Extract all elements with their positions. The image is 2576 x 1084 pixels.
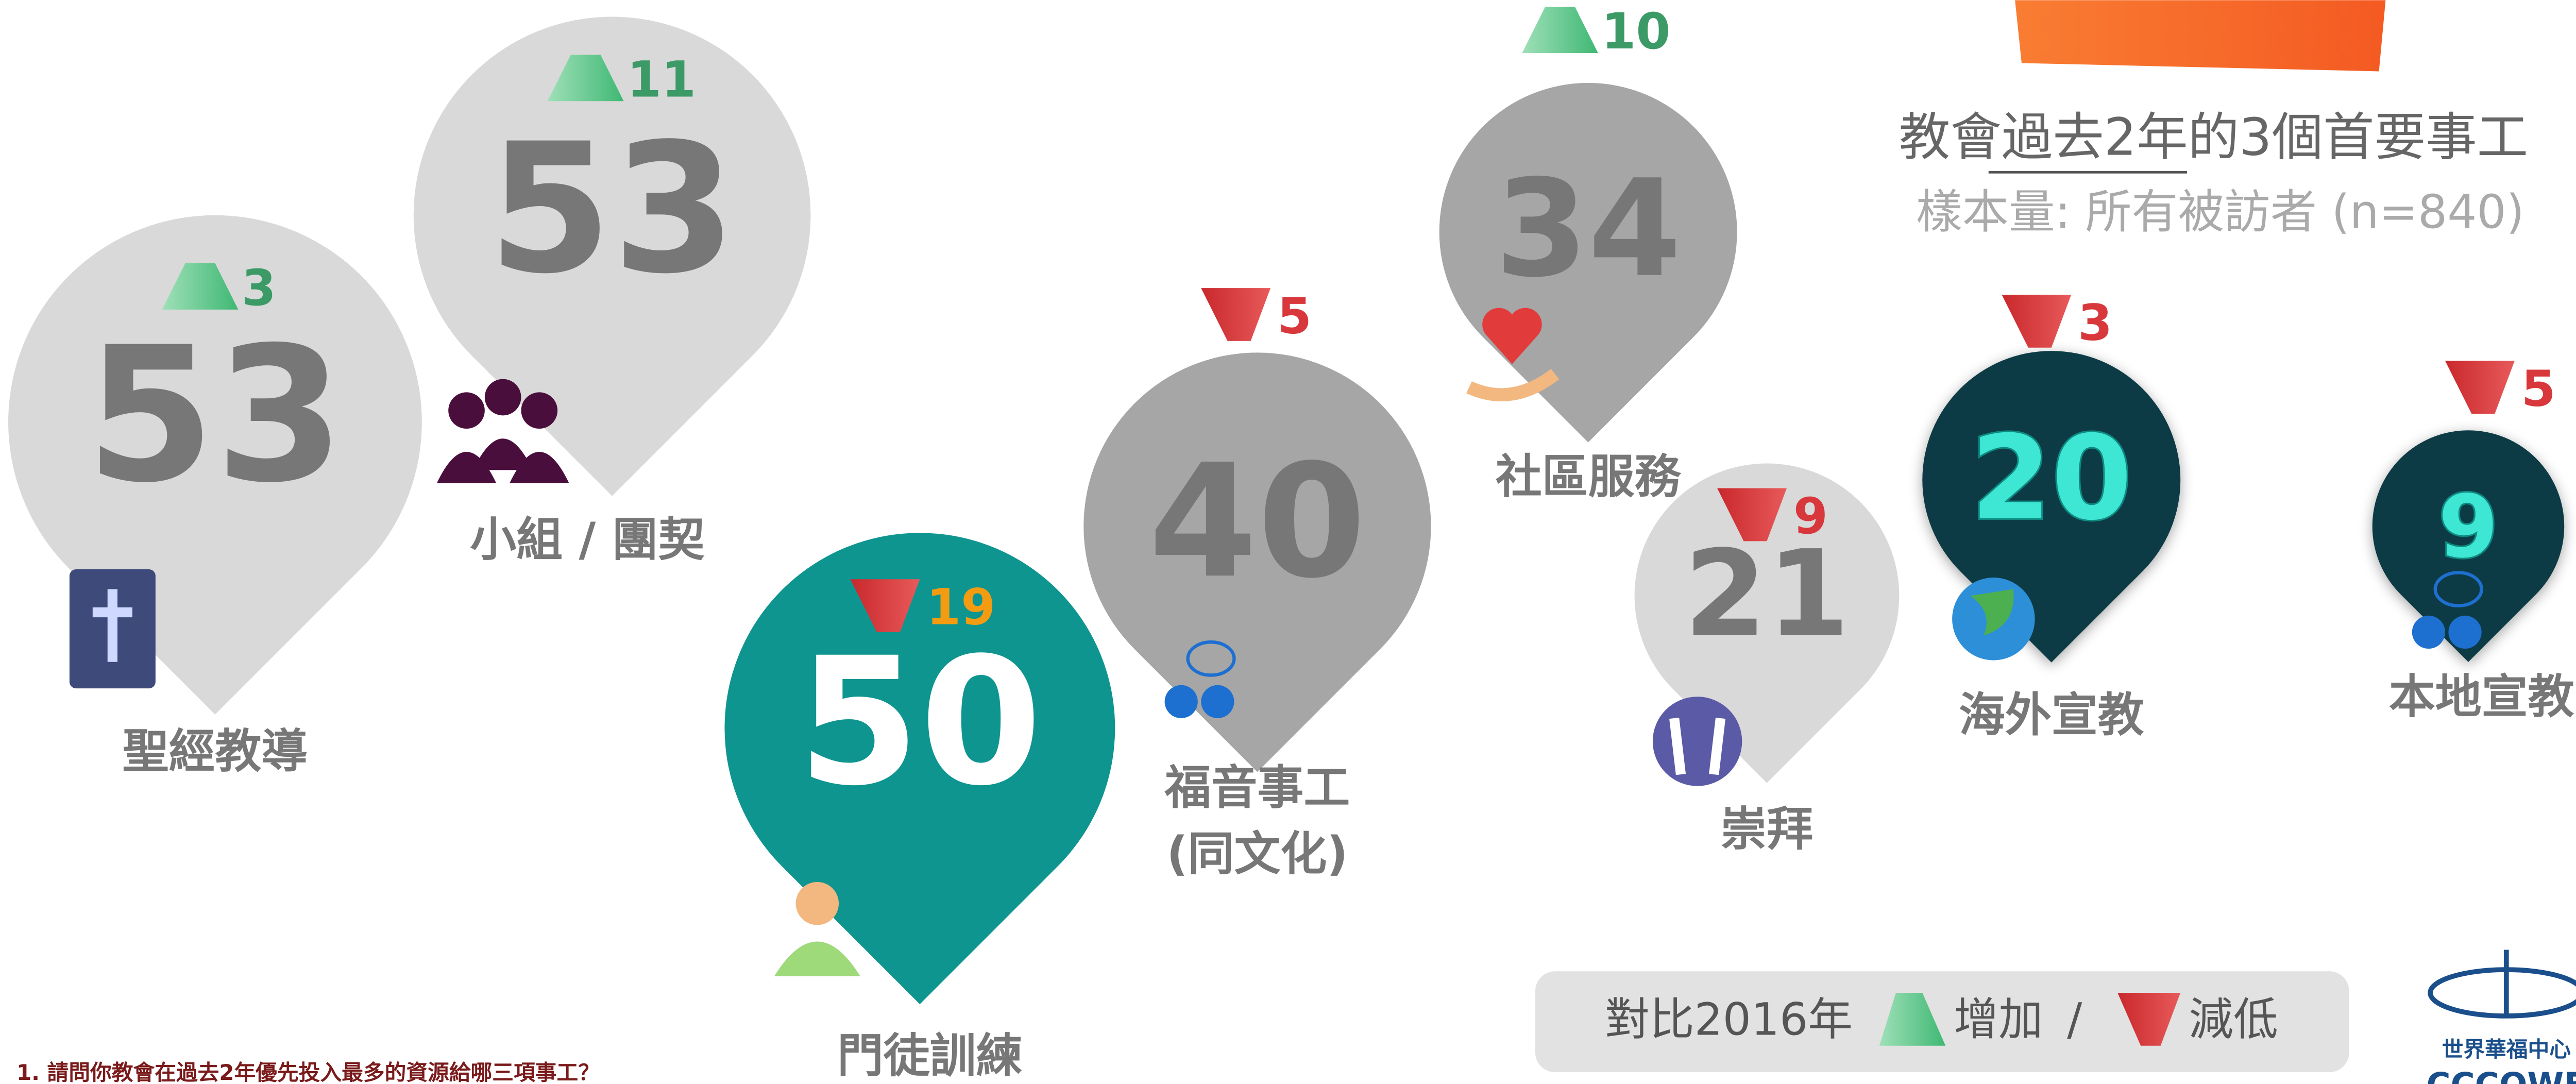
icon (1201, 685, 1234, 718)
footnote: 1. 請問你教會在過去2年優先投入最多的資源給哪三項事工？ (16, 1060, 600, 1084)
logo-mark (2430, 970, 2576, 1016)
category-label: 聖經教導 (123, 725, 308, 778)
decrease-icon (2445, 361, 2515, 414)
change-value: 3 (2078, 294, 2112, 351)
legend-separator: / (2067, 994, 2082, 1046)
icon (2412, 616, 2445, 649)
category-label: (同文化) (1166, 827, 1348, 881)
icon (485, 379, 521, 416)
pin-value: 34 (1495, 151, 1682, 307)
change-value: 9 (1793, 487, 1828, 545)
category-label: 小組 / 團契 (470, 513, 704, 567)
subtitle: 樣本量: 所有被訪者 (n=840) (1916, 185, 2524, 239)
change-value: 11 (627, 50, 696, 108)
logo-code: CCCOWE (2426, 1066, 2576, 1084)
icon (1653, 697, 1742, 786)
change-value: 19 (926, 579, 995, 636)
icon (448, 392, 485, 429)
icon (473, 438, 533, 470)
legend-up: 增加 (1954, 994, 2043, 1046)
pin-value: 40 (1148, 430, 1366, 613)
category-label: 海外宣教 (1959, 688, 2144, 742)
legend-down: 減低 (2189, 994, 2278, 1046)
change-value: 3 (242, 259, 276, 317)
icon (796, 882, 839, 925)
pin-value: 53 (488, 105, 737, 313)
change-value: 10 (1601, 3, 1670, 60)
icon (521, 392, 557, 429)
logo-name: 世界華福中心 (2442, 1037, 2571, 1062)
icon (1165, 685, 1198, 718)
category-label: 門徒訓練 (837, 1029, 1023, 1083)
pin-value: 53 (86, 308, 345, 524)
decrease-icon (1201, 288, 1270, 341)
pin-value: 9 (2438, 476, 2499, 577)
decrease-icon (2002, 295, 2071, 348)
title: 教會過去2年的3個首要事工 (1899, 108, 2528, 167)
icon (2448, 616, 2481, 649)
decor-block (2015, 0, 2385, 71)
pin-value: 21 (1684, 524, 1850, 664)
icon (774, 941, 860, 976)
change-value: 5 (1277, 287, 1312, 345)
legend-prefix: 對比2016年 (1605, 994, 1853, 1046)
category-label: 本地宣教 (2389, 670, 2574, 724)
category-label: 福音事工 (1164, 761, 1350, 815)
category-label: 社區服務 (1496, 450, 1682, 504)
change-value: 5 (2521, 360, 2556, 418)
increase-icon (1522, 7, 1598, 53)
pin-value: 20 (1971, 411, 2132, 546)
category-label: 崇拜 (1721, 803, 1814, 856)
infographic: 教會過去2年的3個首要事工 樣本量: 所有被訪者 (n=840) 對比2016年… (0, 0, 2576, 1084)
pin-value: 50 (798, 620, 1042, 824)
